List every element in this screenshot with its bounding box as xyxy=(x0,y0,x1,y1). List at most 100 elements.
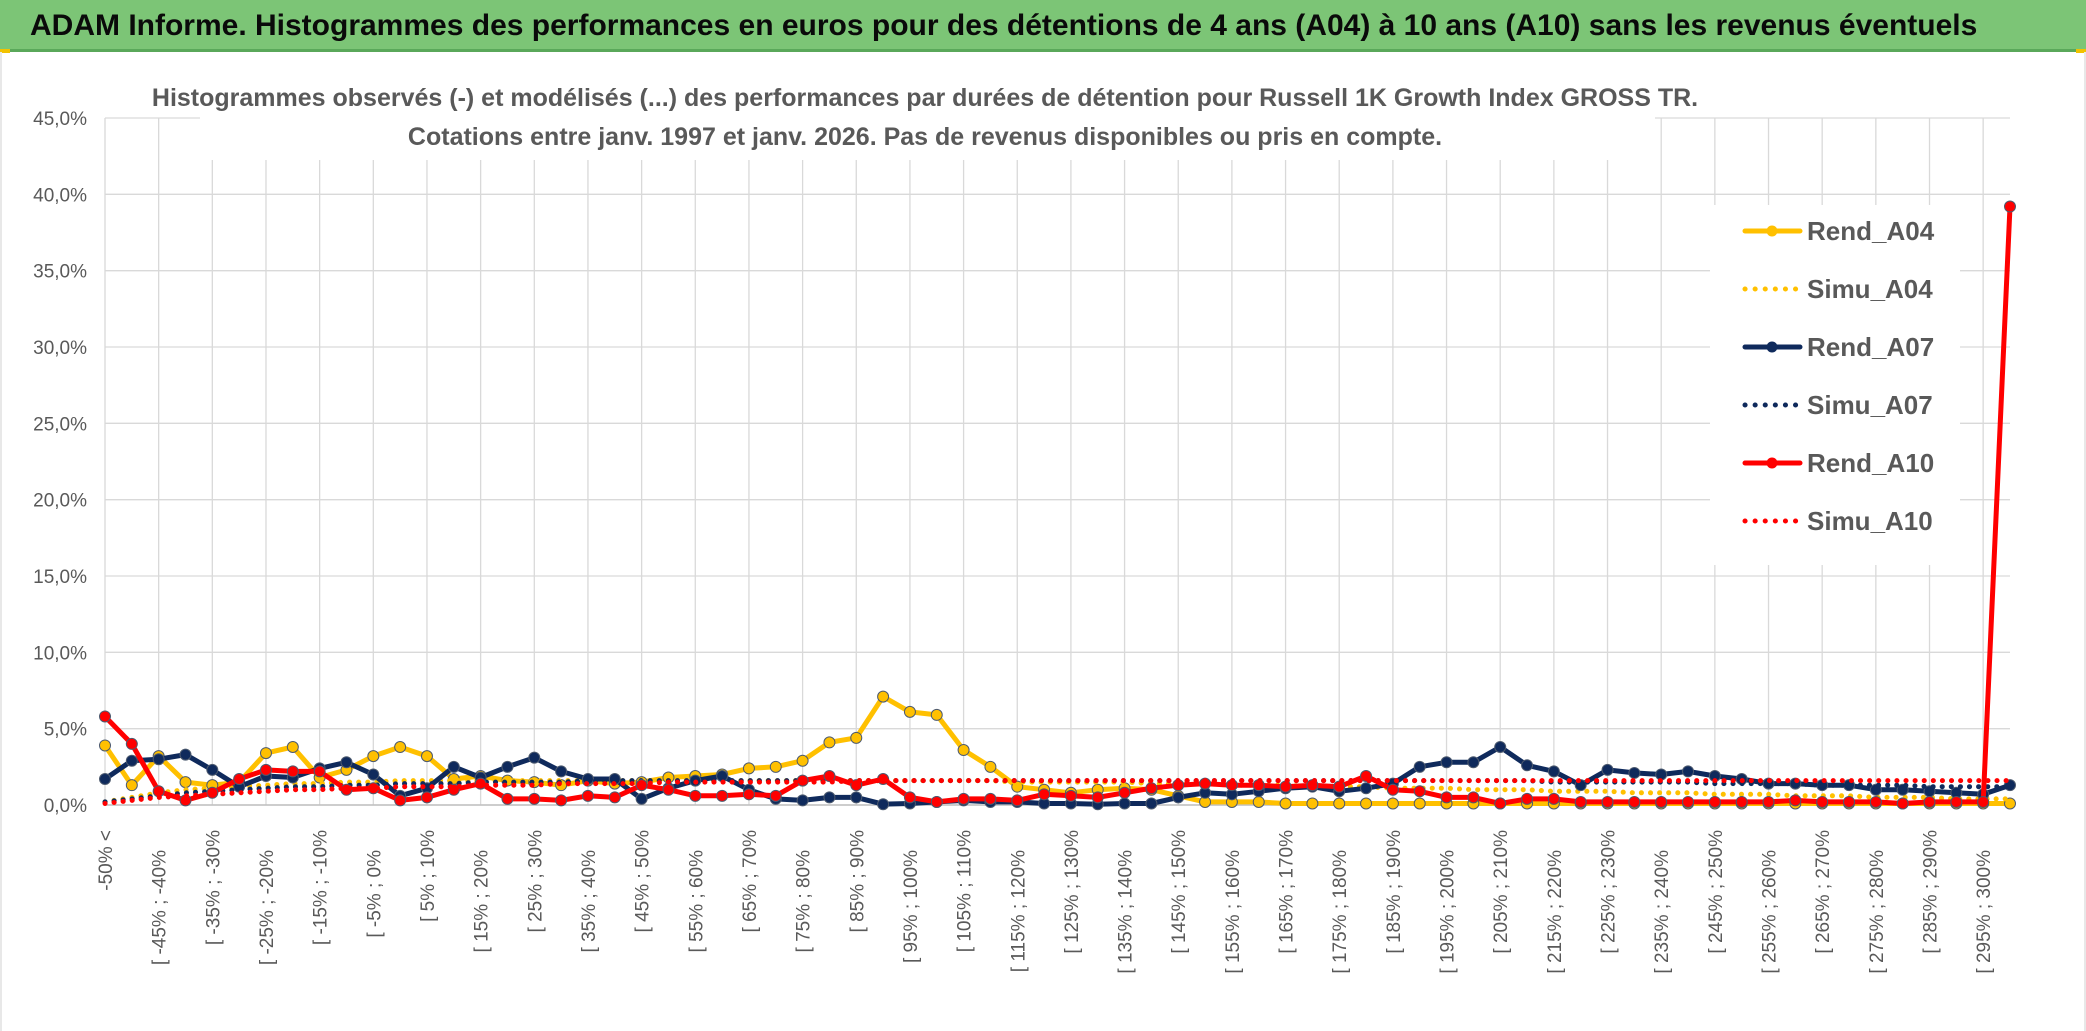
x-tick-label: [ -25% ; -20% xyxy=(257,850,278,965)
data-point xyxy=(1118,786,1131,799)
data-point xyxy=(2004,200,2016,213)
y-tick-label: 5,0% xyxy=(44,720,87,741)
x-tick-label: [ 235% ; 240% xyxy=(1652,850,1673,974)
data-point xyxy=(1789,794,1802,807)
data-point xyxy=(662,783,675,796)
data-point xyxy=(608,791,621,804)
data-point xyxy=(1467,756,1480,769)
legend-label: Simu_A10 xyxy=(1807,506,1933,536)
data-point xyxy=(1816,795,1829,808)
data-point xyxy=(742,788,755,801)
data-point xyxy=(1708,795,1721,808)
data-point xyxy=(125,779,138,792)
data-point xyxy=(179,776,192,789)
x-tick-label: [ 165% ; 170% xyxy=(1277,830,1298,954)
data-point xyxy=(984,792,997,805)
data-point xyxy=(447,760,460,773)
data-point xyxy=(1333,780,1346,793)
x-tick-label: [ 255% ; 260% xyxy=(1760,850,1781,974)
chart-title-line2: Cotations entre janv. 1997 et janv. 2026… xyxy=(408,123,1442,151)
data-point xyxy=(1762,795,1775,808)
data-point xyxy=(1950,795,1963,808)
data-point xyxy=(125,754,138,767)
data-point xyxy=(957,744,970,757)
data-point xyxy=(179,748,192,761)
x-tick-label: [ 55% ; 60% xyxy=(686,850,707,953)
data-point xyxy=(1547,792,1560,805)
data-point xyxy=(1038,788,1051,801)
x-tick-label: [ -45% ; -40% xyxy=(150,850,171,965)
x-tick-label: [ 135% ; 140% xyxy=(1116,850,1137,974)
x-tick-label: [ 155% ; 160% xyxy=(1223,850,1244,974)
legend-label: Simu_A07 xyxy=(1807,390,1933,420)
x-tick-label: [ 185% ; 190% xyxy=(1384,830,1405,954)
y-tick-label: 0,0% xyxy=(44,796,87,817)
x-tick-label: [ 25% ; 30% xyxy=(525,830,546,933)
legend-label: Rend_A10 xyxy=(1807,448,1934,478)
data-point xyxy=(1279,797,1292,810)
grid-lines xyxy=(104,117,2010,806)
data-point xyxy=(501,760,514,773)
x-tick-label: [ 245% ; 250% xyxy=(1706,830,1727,954)
data-point xyxy=(528,751,541,764)
x-tick-label: [ 65% ; 70% xyxy=(740,830,761,933)
data-point xyxy=(99,710,111,723)
x-tick-label: [ -15% ; -10% xyxy=(311,830,332,945)
data-point xyxy=(1843,795,1856,808)
data-point xyxy=(2004,797,2016,810)
data-point xyxy=(420,791,433,804)
data-point xyxy=(581,789,594,802)
corner-mark-left xyxy=(0,49,10,53)
data-point xyxy=(1655,795,1668,808)
data-point xyxy=(1494,797,1507,810)
data-point xyxy=(1628,795,1641,808)
legend-label: Rend_A04 xyxy=(1807,216,1935,246)
data-point xyxy=(367,750,380,763)
data-point xyxy=(1547,765,1560,778)
data-point xyxy=(394,740,407,753)
data-point xyxy=(1682,765,1695,778)
data-point xyxy=(689,789,702,802)
data-point xyxy=(769,760,782,773)
data-point xyxy=(1413,760,1426,773)
data-point xyxy=(555,765,568,778)
data-point xyxy=(716,789,729,802)
x-tick-label: [ -35% ; -30% xyxy=(203,830,224,945)
data-point xyxy=(1386,783,1399,796)
data-point xyxy=(1601,763,1614,776)
x-tick-label: [ 45% ; 50% xyxy=(633,830,654,933)
chart-frame xyxy=(0,52,2086,1031)
data-point xyxy=(1145,797,1158,810)
y-tick-label: 35,0% xyxy=(33,262,87,283)
data-point xyxy=(1360,782,1373,795)
corner-mark-right xyxy=(2076,49,2086,53)
data-point xyxy=(501,792,514,805)
legend-label: Simu_A04 xyxy=(1807,274,1933,304)
data-point xyxy=(1413,785,1426,798)
data-point xyxy=(1252,795,1265,808)
legend-marker xyxy=(1766,457,1778,469)
x-tick-label: [ 85% ; 90% xyxy=(847,830,868,933)
data-point xyxy=(1440,791,1453,804)
data-point xyxy=(259,763,272,776)
data-point xyxy=(1628,766,1641,779)
data-point xyxy=(903,705,916,718)
data-point xyxy=(1923,795,1936,808)
data-point xyxy=(796,754,809,767)
x-axis: -50% < [ -45% ; -40% [ -35% ; -30% [ -25% ;… xyxy=(96,804,2010,974)
data-point xyxy=(1601,795,1614,808)
data-point xyxy=(1869,795,1882,808)
data-point xyxy=(1521,759,1534,772)
data-point xyxy=(1413,797,1426,810)
title-backdrop xyxy=(200,78,1655,160)
y-tick-label: 30,0% xyxy=(33,338,87,359)
data-point xyxy=(1011,794,1024,807)
data-point xyxy=(984,760,997,773)
data-point xyxy=(1333,797,1346,810)
data-point xyxy=(206,763,219,776)
data-point xyxy=(394,794,407,807)
data-point xyxy=(903,791,916,804)
data-point xyxy=(1091,791,1104,804)
page-title: ADAM Informe. Histogrammes des performan… xyxy=(30,9,1978,42)
